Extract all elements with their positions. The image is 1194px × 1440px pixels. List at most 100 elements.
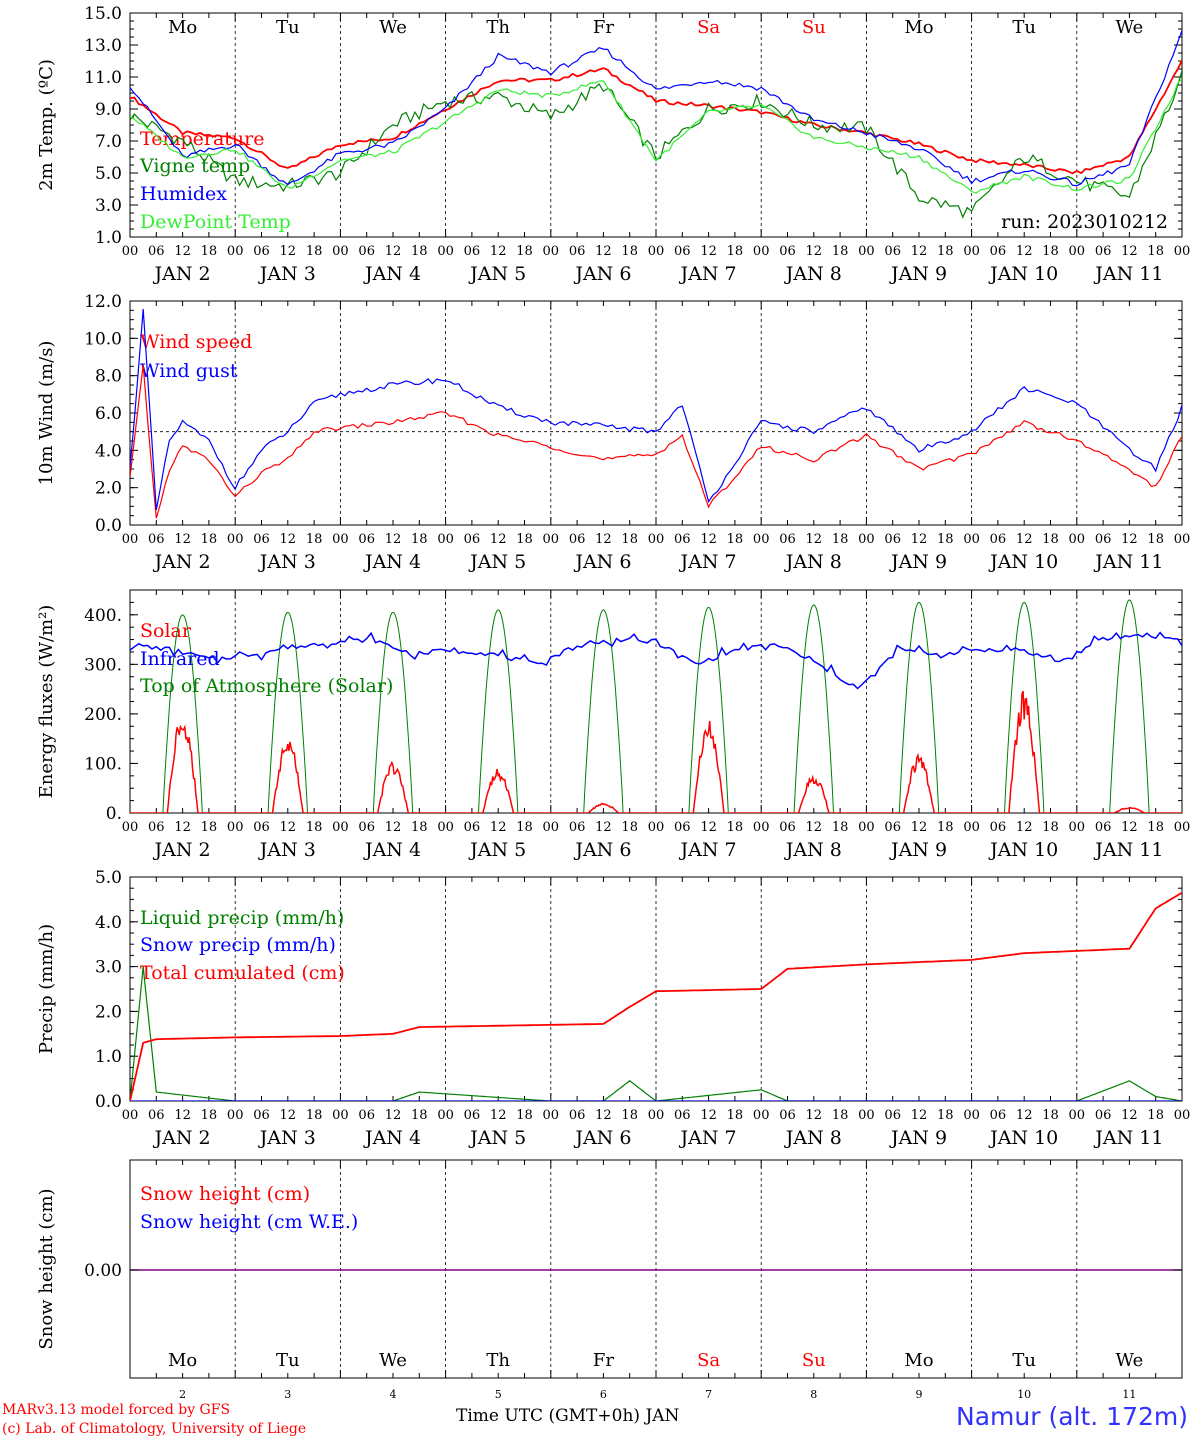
legend-entry: Wind gust [140, 360, 238, 382]
hour-tick-label: 18 [1042, 1108, 1059, 1123]
day-name: Sa [697, 17, 720, 38]
series-infrared [130, 631, 1182, 690]
day-name: Su [802, 17, 826, 38]
date-label: JAN 4 [363, 551, 421, 573]
hour-tick-label: 00 [858, 532, 875, 547]
hour-tick-label: 00 [963, 244, 980, 259]
day-name: Tu [1012, 1350, 1036, 1371]
day-number: 9 [916, 1388, 923, 1401]
hour-tick-label: 12 [385, 820, 402, 835]
y-tick-label: 4.0 [95, 913, 122, 933]
hour-tick-label: 00 [753, 532, 770, 547]
hour-tick-label: 06 [1095, 532, 1112, 547]
date-label: JAN 6 [573, 551, 631, 573]
legend-entry: Snow height (cm) [140, 1183, 310, 1205]
hour-tick-label: 00 [332, 1108, 349, 1123]
hour-tick-label: 18 [937, 532, 954, 547]
hour-tick-label: 06 [464, 244, 481, 259]
hour-tick-label: 06 [779, 532, 796, 547]
series-group [130, 599, 1182, 813]
plot-frame [129, 300, 1183, 526]
hour-tick-label: 06 [674, 1108, 691, 1123]
hour-tick-label: 00 [1069, 1108, 1086, 1123]
y-tick-label: 1.0 [95, 228, 122, 248]
date-label: JAN 9 [889, 263, 947, 285]
hour-tick-label: 00 [648, 532, 665, 547]
hour-tick-label: 06 [779, 1108, 796, 1123]
legend-entry: Humidex [140, 183, 227, 205]
date-label: JAN 4 [363, 1127, 421, 1149]
series-toa-solar [130, 599, 1182, 813]
hour-tick-label: 18 [727, 244, 744, 259]
legend-entry: Infrared [140, 648, 220, 670]
hour-tick-label: 00 [858, 820, 875, 835]
y-tick-label: 1.0 [95, 1047, 122, 1067]
hour-tick-label: 18 [516, 820, 533, 835]
hour-tick-label: 12 [806, 244, 823, 259]
date-label: JAN 6 [573, 1127, 631, 1149]
x-axis-title: Time UTC (GMT+0h) JAN [456, 1406, 680, 1426]
date-label: JAN 6 [573, 839, 631, 861]
hour-tick-label: 12 [174, 820, 191, 835]
hour-tick-label: 06 [569, 244, 586, 259]
hour-tick-label: 12 [911, 532, 928, 547]
hour-tick-label: 06 [884, 820, 901, 835]
hour-tick-label: 06 [148, 820, 165, 835]
y-tick-label: 200. [84, 705, 122, 725]
y-tick-label: 3.0 [95, 958, 122, 978]
y-tick-label: 8.0 [95, 367, 122, 387]
hour-tick-label: 12 [700, 820, 717, 835]
series-wind-gust [130, 309, 1182, 511]
day-name: We [1116, 17, 1144, 38]
hour-tick-label: 06 [253, 532, 270, 547]
hour-tick-label: 00 [437, 1108, 454, 1123]
legend-entry: Wind speed [140, 331, 252, 353]
hour-tick-label: 18 [1147, 244, 1164, 259]
day-name: We [1116, 1350, 1144, 1371]
hour-tick-label: 12 [911, 1108, 928, 1123]
hour-tick-label: 00 [1069, 820, 1086, 835]
hour-tick-label: 18 [1147, 820, 1164, 835]
y-tick-label: 400. [84, 606, 122, 626]
date-label: JAN 5 [468, 263, 526, 285]
day-name: Fr [593, 1350, 614, 1371]
hour-tick-label: 12 [595, 1108, 612, 1123]
hour-tick-label: 00 [1069, 532, 1086, 547]
legend-entry: DewPoint Temp [140, 211, 291, 233]
day-number: 2 [179, 1388, 186, 1401]
hour-tick-label: 00 [332, 820, 349, 835]
day-name: We [379, 17, 407, 38]
hour-tick-label: 18 [516, 244, 533, 259]
y-tick-label: 12.0 [84, 292, 122, 312]
hour-tick-label: 12 [385, 244, 402, 259]
date-label: JAN 3 [258, 839, 316, 861]
hour-tick-label: 18 [411, 244, 428, 259]
hour-tick-label: 12 [595, 532, 612, 547]
hour-tick-label: 18 [727, 1108, 744, 1123]
hour-tick-label: 06 [1095, 1108, 1112, 1123]
day-number: 8 [810, 1388, 817, 1401]
hour-tick-label: 00 [1174, 820, 1191, 835]
panel-4: 0.0 1.0 2.0 3.0 4.0 5.0 Precip (mm/h) 00 06 12 18 J… [36, 868, 1190, 1149]
series-humidex [130, 30, 1182, 187]
hour-tick-label: 18 [201, 1108, 218, 1123]
date-label: JAN 11 [1093, 263, 1163, 285]
hour-tick-label: 18 [1147, 532, 1164, 547]
hour-tick-label: 12 [700, 244, 717, 259]
hour-tick-label: 00 [227, 1108, 244, 1123]
hour-tick-label: 06 [569, 1108, 586, 1123]
date-label: JAN 8 [784, 839, 842, 861]
date-label: JAN 7 [679, 551, 737, 573]
hour-tick-label: 00 [122, 244, 139, 259]
hour-tick-label: 12 [1121, 244, 1138, 259]
date-label: JAN 7 [679, 263, 737, 285]
hour-tick-label: 06 [674, 532, 691, 547]
day-number: 7 [705, 1388, 712, 1401]
date-label: JAN 10 [988, 1127, 1058, 1149]
hour-tick-label: 00 [963, 1108, 980, 1123]
date-label: JAN 10 [988, 263, 1058, 285]
hour-tick-label: 06 [884, 244, 901, 259]
hour-tick-label: 00 [227, 532, 244, 547]
date-label: JAN 9 [889, 551, 947, 573]
hour-tick-label: 00 [648, 820, 665, 835]
